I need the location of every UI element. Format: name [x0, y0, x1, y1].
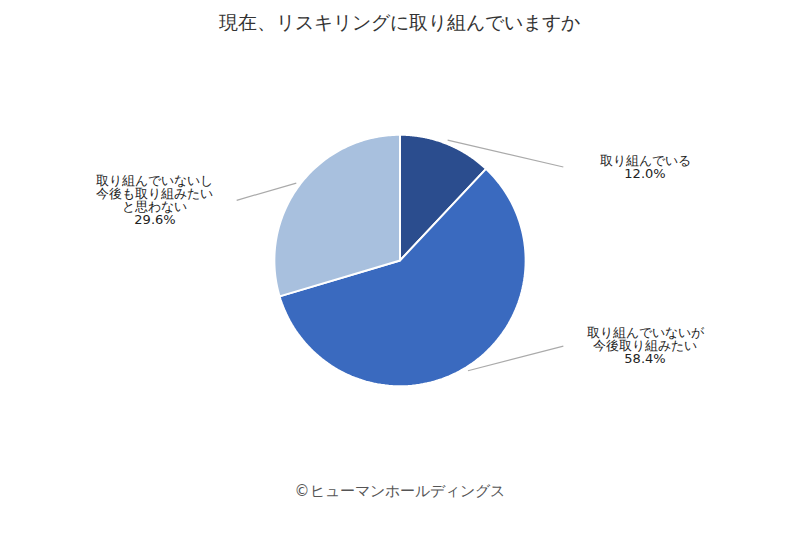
html-text:現在、リスキリングに取り組んでいますか: 現在、リスキリングに取り組んでいますか	[219, 11, 580, 33]
html-text:©ヒューマンホールディングス: ©ヒューマンホールディングス	[294, 482, 505, 500]
svg-text:取り組んでいる12.0%: 取り組んでいる12.0%	[600, 153, 691, 181]
svg-text:取り組んでいないし今後も取り組みたいと思わない29.6%: 取り組んでいないし今後も取り組みたいと思わない29.6%	[96, 173, 213, 227]
svg-text:取り組んでいないが今後取り組みたい58.4%: 取り組んでいないが今後取り組みたい58.4%	[587, 325, 705, 366]
